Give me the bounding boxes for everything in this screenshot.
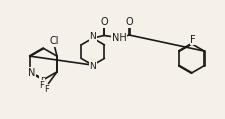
Text: O: O — [125, 17, 132, 27]
Text: Cl: Cl — [49, 36, 58, 46]
Text: NH: NH — [111, 33, 126, 43]
Text: F: F — [40, 77, 44, 86]
Text: N: N — [89, 32, 96, 41]
Text: N: N — [27, 68, 35, 78]
Text: O: O — [100, 17, 107, 27]
Text: N: N — [89, 62, 96, 71]
Text: F: F — [189, 35, 195, 45]
Text: F: F — [39, 81, 44, 90]
Text: F: F — [44, 85, 49, 94]
